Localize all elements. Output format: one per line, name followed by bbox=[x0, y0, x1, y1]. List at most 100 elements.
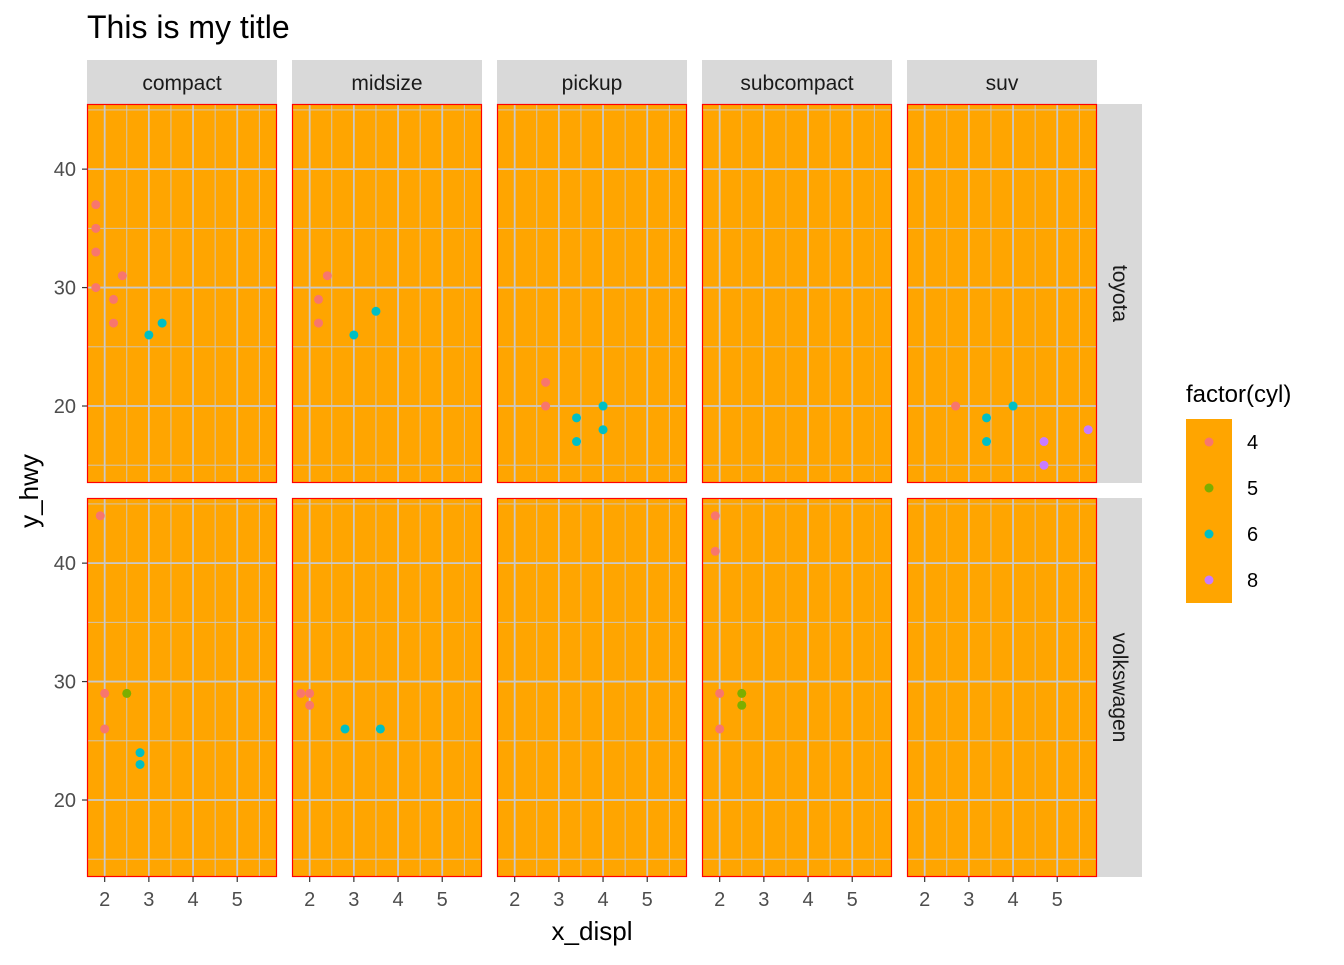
col-strip-subcompact bbox=[702, 60, 892, 104]
data-point bbox=[109, 318, 119, 328]
data-point bbox=[1083, 425, 1093, 435]
col-strip-label-pickup: pickup bbox=[562, 72, 623, 95]
panel-background bbox=[702, 498, 892, 877]
panel-toyota-compact: 20 30 40 bbox=[54, 103, 278, 484]
x-tick-label: 4 bbox=[187, 889, 198, 911]
x-tick-label: 5 bbox=[1052, 889, 1063, 911]
legend-label-4: 4 bbox=[1247, 432, 1258, 454]
panel-background bbox=[702, 104, 892, 483]
data-point bbox=[598, 425, 608, 435]
data-point bbox=[91, 200, 101, 210]
row-strip-label-volkswagen: volkswagen bbox=[1108, 633, 1131, 743]
x-tick-label: 3 bbox=[553, 889, 564, 911]
data-point bbox=[100, 724, 110, 734]
data-point bbox=[375, 724, 385, 734]
panel-background bbox=[87, 104, 277, 483]
data-point bbox=[982, 413, 992, 423]
legend-label-8: 8 bbox=[1247, 570, 1258, 592]
data-point bbox=[951, 401, 961, 411]
x-tick-label: 5 bbox=[642, 889, 653, 911]
panels-layer: compact midsize pickup subcompact suv toyota v… bbox=[54, 60, 1142, 911]
col-strip-label-suv: suv bbox=[986, 72, 1019, 95]
panel-border bbox=[701, 497, 893, 878]
data-point bbox=[598, 401, 608, 411]
x-tick-label: 5 bbox=[437, 889, 448, 911]
data-point bbox=[91, 223, 101, 233]
col-strip-label-midsize: midsize bbox=[351, 72, 422, 95]
panel-toyota-suv bbox=[906, 103, 1098, 484]
data-point bbox=[305, 700, 315, 710]
data-point bbox=[737, 700, 747, 710]
panel-background bbox=[497, 104, 687, 483]
row-strip-label-toyota: toyota bbox=[1108, 265, 1131, 323]
panel-border bbox=[906, 103, 1098, 484]
legend-label-5: 5 bbox=[1247, 478, 1258, 500]
panel-border bbox=[291, 497, 483, 878]
col-strip-label-subcompact: subcompact bbox=[740, 72, 853, 95]
panel-toyota-subcompact bbox=[701, 103, 893, 484]
panel-border bbox=[291, 103, 483, 484]
data-point bbox=[135, 748, 145, 758]
y-tick-label: 20 bbox=[54, 396, 76, 418]
col-strip-compact bbox=[87, 60, 277, 104]
data-point bbox=[91, 247, 101, 257]
data-point bbox=[982, 437, 992, 447]
data-point bbox=[95, 511, 105, 521]
panel-background bbox=[497, 498, 687, 877]
data-point bbox=[91, 283, 101, 293]
x-tick-label: 2 bbox=[714, 889, 725, 911]
data-point bbox=[305, 688, 315, 698]
chart-title: This is my title bbox=[87, 9, 290, 45]
x-tick-label: 5 bbox=[847, 889, 858, 911]
data-point bbox=[572, 437, 582, 447]
panel-background bbox=[292, 104, 482, 483]
x-tick-label: 4 bbox=[392, 889, 403, 911]
panel-border bbox=[906, 497, 1098, 878]
data-point bbox=[1008, 401, 1018, 411]
x-tick-label: 2 bbox=[304, 889, 315, 911]
panel-background bbox=[87, 498, 277, 877]
col-strip-label-compact: compact bbox=[142, 72, 222, 95]
col-strip-midsize bbox=[292, 60, 482, 104]
y-axis-label: y_hwy bbox=[14, 454, 44, 528]
y-tick-label: 40 bbox=[54, 553, 76, 575]
panel-border bbox=[86, 103, 278, 484]
panel-border bbox=[701, 103, 893, 484]
panel-volkswagen-suv: 2 3 4 5 bbox=[906, 497, 1098, 911]
panel-background bbox=[292, 498, 482, 877]
panel-volkswagen-compact: 2 3 4 5 20 30 40 bbox=[54, 497, 278, 911]
row-strip-toyota bbox=[1097, 104, 1142, 483]
x-axis-label: x_displ bbox=[552, 916, 633, 946]
data-point bbox=[144, 330, 154, 340]
panel-volkswagen-subcompact: 2 3 4 5 bbox=[701, 497, 893, 911]
panel-volkswagen-pickup: 2 3 4 5 bbox=[496, 497, 688, 911]
x-tick-label: 3 bbox=[348, 889, 359, 911]
data-point bbox=[371, 306, 381, 316]
data-point bbox=[715, 688, 725, 698]
panel-background bbox=[907, 104, 1097, 483]
x-tick-label: 4 bbox=[597, 889, 608, 911]
panel-border bbox=[496, 497, 688, 878]
x-tick-label: 3 bbox=[758, 889, 769, 911]
legend-label-6: 6 bbox=[1247, 524, 1258, 546]
col-strip-pickup bbox=[497, 60, 687, 104]
data-point bbox=[541, 377, 551, 387]
x-tick-label: 3 bbox=[143, 889, 154, 911]
col-strip-suv bbox=[907, 60, 1097, 104]
panel-border bbox=[496, 103, 688, 484]
x-tick-label: 4 bbox=[802, 889, 813, 911]
y-tick-label: 20 bbox=[54, 790, 76, 812]
data-point bbox=[314, 318, 324, 328]
panel-toyota-pickup bbox=[496, 103, 688, 484]
legend-point-4 bbox=[1204, 437, 1214, 447]
x-tick-label: 2 bbox=[509, 889, 520, 911]
x-tick-label: 3 bbox=[963, 889, 974, 911]
data-point bbox=[349, 330, 359, 340]
data-point bbox=[1039, 460, 1049, 470]
data-point bbox=[572, 413, 582, 423]
legend-point-6 bbox=[1204, 529, 1214, 539]
data-point bbox=[541, 401, 551, 411]
row-strip-volkswagen bbox=[1097, 498, 1142, 877]
legend-point-5 bbox=[1204, 483, 1214, 493]
